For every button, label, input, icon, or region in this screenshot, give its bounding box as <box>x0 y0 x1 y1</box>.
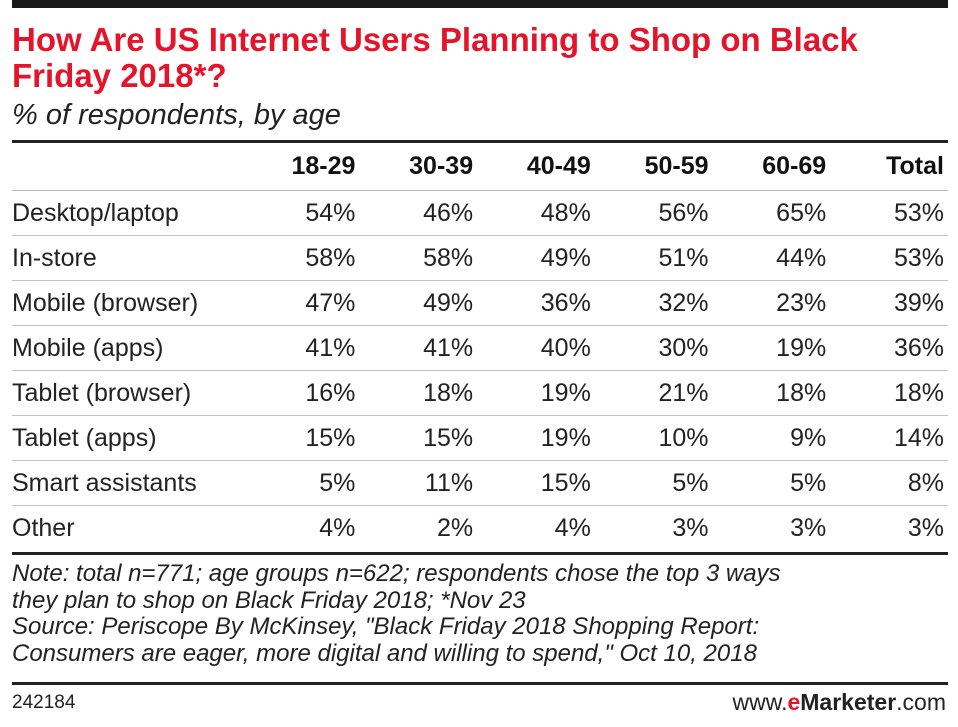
data-table: 18-29 30-39 40-49 50-59 60-69 Total Desk… <box>12 143 948 550</box>
table-cell: 51% <box>594 235 713 281</box>
table-cell: 41% <box>359 325 478 371</box>
table-cell: 49% <box>359 280 478 326</box>
notes-rule <box>12 552 948 555</box>
table-cell: 5% <box>594 460 713 506</box>
table-cell: 56% <box>594 190 713 236</box>
row-label: In-store <box>12 235 242 281</box>
table-cell: 44% <box>712 235 831 281</box>
table-cell: 11% <box>359 460 478 506</box>
table-cell: 5% <box>712 460 831 506</box>
column-header: 18-29 <box>241 143 360 191</box>
table-cell: 18% <box>359 370 478 416</box>
chart-id: 242184 <box>12 692 76 713</box>
table-cell: 2% <box>436 513 474 542</box>
table-cell: 3% <box>672 513 709 542</box>
header-row-label <box>12 143 242 191</box>
table-cell: 18% <box>712 370 831 416</box>
brand-name: Marketer <box>800 689 897 715</box>
table-cell-total: 53% <box>830 190 948 236</box>
table-cell: 54% <box>241 190 360 236</box>
table-row: Mobile (browser) 47% 49% 36% 32% 23% 39% <box>12 280 948 326</box>
table-cell: 16% <box>241 370 360 416</box>
table-cell: 4% <box>554 513 591 542</box>
source-line: Source: Periscope By McKinsey, "Black Fr… <box>12 613 760 640</box>
table-cell: 58% <box>359 235 478 281</box>
note-line: they plan to shop on Black Friday 2018; … <box>12 586 526 614</box>
chart-title: How Are US Internet Users Planning to Sh… <box>12 22 948 94</box>
table-cell: 4% <box>319 513 356 542</box>
table-cell: 41% <box>241 325 360 371</box>
footer-rule <box>12 682 948 685</box>
row-label: Tablet (apps) <box>12 415 242 461</box>
chart-subtitle: % of respondents, by age <box>12 99 341 131</box>
table-row: Tablet (apps) 15% 15% 19% 10% 9% 14% <box>12 415 948 461</box>
column-header: 60-69 <box>712 143 831 191</box>
table-row: Smart assistants 5% 11% 15% 5% 5% 8% <box>12 460 948 506</box>
table-cell: 9% <box>712 415 831 461</box>
table-cell: 19% <box>477 370 595 416</box>
table-row: Desktop/laptop 54% 46% 48% 56% 65% 53% <box>12 190 948 236</box>
table-cell: 46% <box>359 190 478 236</box>
table-row: Tablet (browser) 16% 18% 19% 21% 18% 18% <box>12 370 948 416</box>
table-cell: 30% <box>594 325 713 371</box>
table-cell-total: 3% <box>907 513 944 542</box>
top-rule <box>12 140 948 143</box>
table-cell: 32% <box>594 280 713 326</box>
brand-logo: www.eMarketer.com <box>733 689 946 716</box>
table-cell: 40% <box>477 325 595 371</box>
table-cell: 15% <box>359 415 478 461</box>
brand-prefix: www. <box>732 689 788 715</box>
title-line-2: Friday 2018*? <box>12 57 227 94</box>
table-cell: 5% <box>241 460 360 506</box>
row-label: Desktop/laptop <box>12 190 242 236</box>
table-cell: 36% <box>477 280 595 326</box>
table-row: Mobile (apps) 41% 41% 40% 30% 19% 36% <box>12 325 948 371</box>
table-cell: 3% <box>790 513 827 542</box>
row-label: Tablet (browser) <box>12 370 242 416</box>
table-cell: 58% <box>241 235 360 281</box>
table-cell-total: 8% <box>830 460 948 506</box>
title-line-1: How Are US Internet Users Planning to Sh… <box>12 21 858 58</box>
table-row: In-store 58% 58% 49% 51% 44% 53% <box>12 235 948 281</box>
table-cell: 10% <box>594 415 713 461</box>
note-line: Note: total n=771; age groups n=622; res… <box>12 560 781 587</box>
table-cell: 23% <box>712 280 831 326</box>
top-bar <box>12 0 948 8</box>
table-cell: 19% <box>712 325 831 371</box>
table-cell: 65% <box>712 190 831 236</box>
brand-suffix: .com <box>896 689 946 715</box>
table-cell-total: 39% <box>830 280 948 326</box>
column-header: 40-49 <box>477 143 595 191</box>
table-cell: 21% <box>594 370 713 416</box>
header-row: 18-29 30-39 40-49 50-59 60-69 Total <box>12 143 948 191</box>
row-label: Other <box>12 513 75 542</box>
table-row: Other 4% 2% 4% 3% 3% 3% <box>12 506 948 551</box>
column-header-total: Total <box>830 143 948 191</box>
source-line: Consumers are eager, more digital and wi… <box>12 639 757 667</box>
table-cell: 49% <box>477 235 595 281</box>
row-label: Mobile (apps) <box>12 325 242 371</box>
table-cell-total: 18% <box>830 370 948 416</box>
table-cell: 15% <box>241 415 360 461</box>
row-label: Smart assistants <box>12 460 242 506</box>
notes-block: Note: total n=771; age groups n=622; res… <box>12 560 948 667</box>
table-cell: 15% <box>477 460 595 506</box>
table-cell: 47% <box>241 280 360 326</box>
table-cell-total: 14% <box>830 415 948 461</box>
table-cell: 48% <box>477 190 595 236</box>
table-cell-total: 36% <box>830 325 948 371</box>
table-cell: 19% <box>477 415 595 461</box>
table-cell-total: 53% <box>830 235 948 281</box>
row-label: Mobile (browser) <box>12 280 242 326</box>
brand-e: e <box>787 689 801 715</box>
column-header: 30-39 <box>359 143 478 191</box>
column-header: 50-59 <box>594 143 713 191</box>
